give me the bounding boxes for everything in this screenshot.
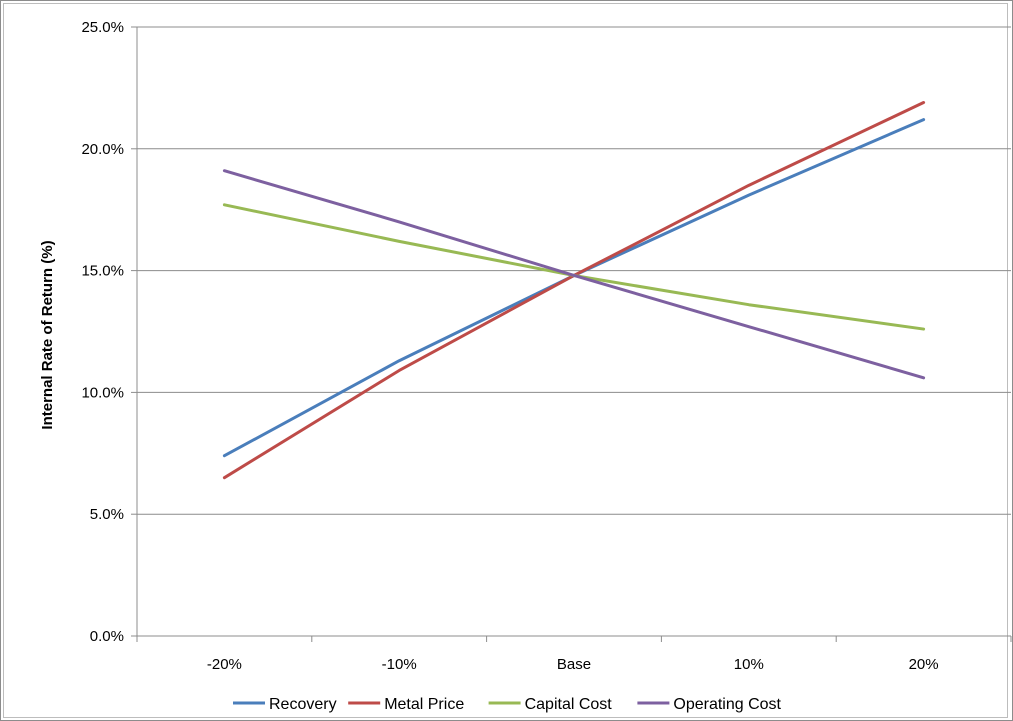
series-line-recovery [222,118,926,458]
chart-frame-inner [3,3,1008,718]
legend-label-capital-cost: Capital Cost [525,696,613,713]
y-tick-label: 0.0% [90,628,124,645]
y-tick-label: 20.0% [81,141,124,158]
x-tick-label: 10% [734,656,764,673]
y-axis-tick-labels: 0.0% 5.0% 10.0% 15.0% 20.0% 25.0% [81,19,124,645]
legend-label-recovery: Recovery [269,696,337,713]
gridlines [137,26,1011,515]
x-tick-label: Base [557,656,591,673]
axes [131,26,1012,642]
y-axis-title: Internal Rate of Return (%) [39,240,56,429]
series-line-metal-price [222,101,926,480]
x-tick-label: 20% [909,656,939,673]
x-tick-label: -10% [382,656,417,673]
legend: Recovery Metal Price Capital Cost Operating… [233,696,782,713]
y-tick-label: 10.0% [81,384,124,401]
x-axis-tick-labels: -20% -10% Base 10% 20% [207,656,939,673]
series-line-operating-cost [222,169,926,380]
series-line-capital-cost [222,203,926,331]
legend-label-operating-cost: Operating Cost [673,696,781,713]
legend-label-metal-price: Metal Price [384,696,464,713]
x-tick-label: -20% [207,656,242,673]
series-lines [222,101,926,480]
y-tick-label: 15.0% [81,263,124,280]
y-tick-label: 25.0% [81,19,124,36]
y-tick-label: 5.0% [90,506,124,523]
